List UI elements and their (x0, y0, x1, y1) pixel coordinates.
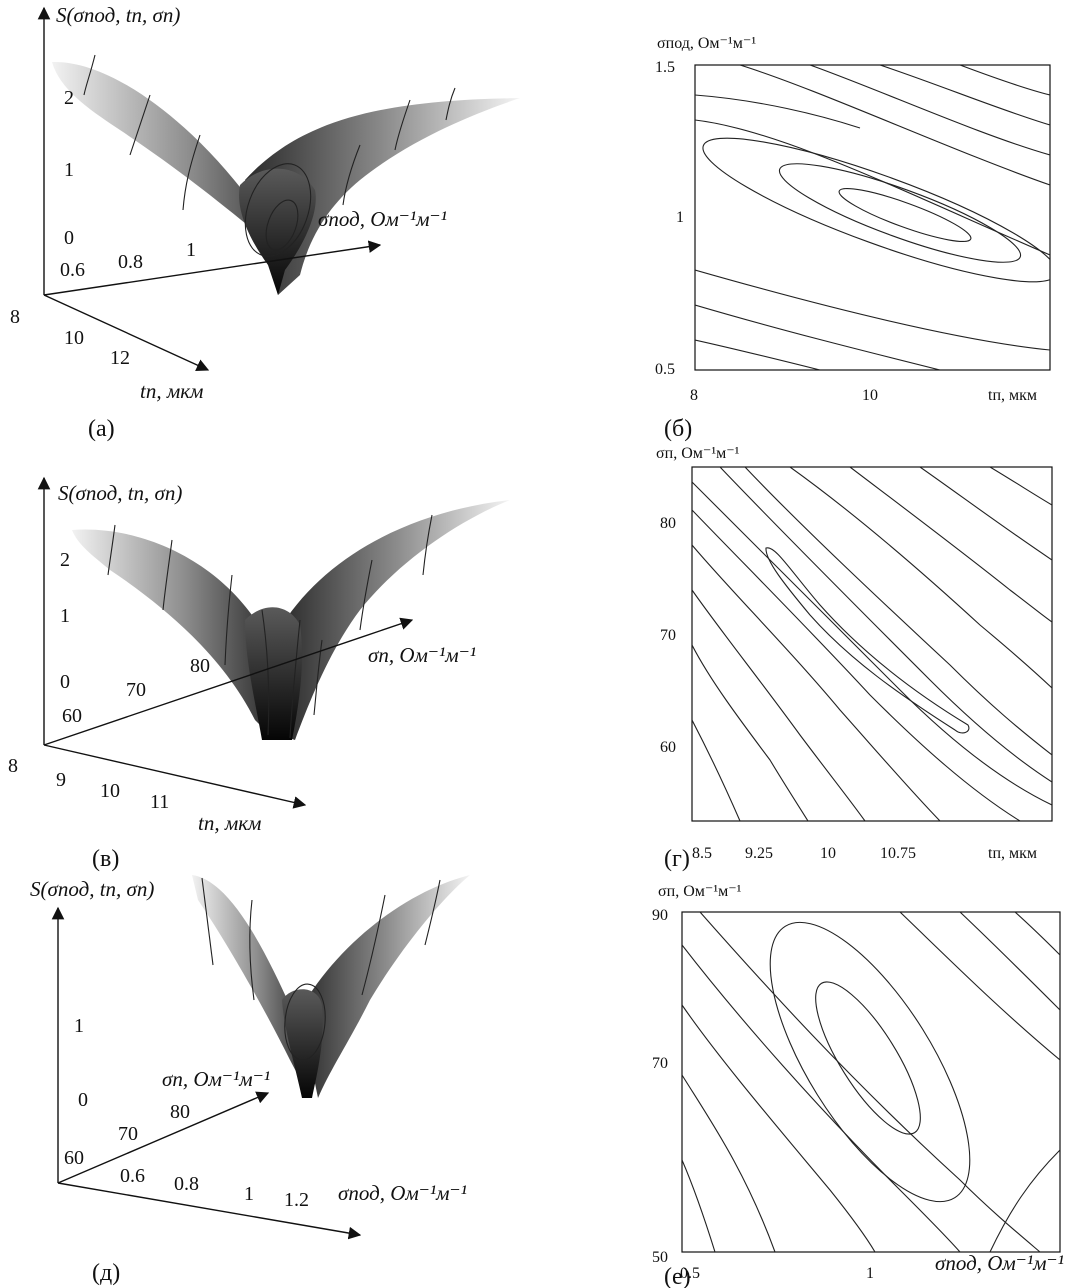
panel-b-contour: σпод, Ом⁻¹м⁻¹ 1.5 1 0.5 8 10 tп, мкм (б) (655, 35, 1051, 442)
surface-left-wing (192, 875, 310, 1098)
caption-b: (б) (664, 416, 692, 442)
x-tick: 0.8 (118, 251, 143, 273)
y-tick: 50 (652, 1249, 668, 1266)
y-axis-label: tп, мкм (198, 811, 261, 835)
x-tick: 0.5 (680, 1265, 700, 1282)
axis-x (43, 617, 414, 746)
surface-contour-lines (201, 877, 441, 1061)
z-axis-label: S(σпод, tп, σп) (30, 877, 154, 901)
axis-y (43, 744, 307, 809)
y-tick: 9 (56, 769, 66, 791)
surface-contour-lines (83, 54, 456, 257)
surface-left-wing (52, 61, 300, 276)
x-axis-label: σпод, Ом⁻¹м⁻¹ (338, 1181, 467, 1205)
y-tick: 10 (64, 327, 84, 349)
y-tick: 80 (660, 515, 676, 532)
caption-e: (е) (664, 1264, 691, 1288)
axis-x (43, 240, 382, 296)
x-axis-label: tп, мкм (988, 845, 1037, 862)
y-tick: 60 (64, 1147, 84, 1169)
y-tick: 8 (8, 755, 18, 777)
x-axis-label: tп, мкм (988, 387, 1037, 404)
x-tick: 1.2 (284, 1189, 309, 1211)
panel-e-contour: σп, Ом⁻¹м⁻¹ 90 70 50 0.5 1 σпод, Ом⁻¹м⁻¹… (652, 883, 1064, 1288)
x-tick: 10.75 (880, 845, 916, 862)
x-tick: 60 (62, 705, 82, 727)
surface-valley (239, 168, 316, 295)
panel-g-contour: σп, Ом⁻¹м⁻¹ 80 70 60 8.5 9.25 10 10.75 t… (656, 445, 1053, 872)
plot-frame (694, 64, 1051, 371)
axis-x (57, 1182, 362, 1240)
x-tick: 9.25 (745, 845, 773, 862)
y-tick: 1.5 (655, 59, 675, 76)
y-axis-label: σп, Ом⁻¹м⁻¹ (162, 1067, 270, 1091)
panel-a-surface: S(σпод, tп, σп) 2 1 0 0.6 0.8 1 σпод, Ом… (10, 3, 520, 442)
panel-v-surface: S(σпод, tп, σп) 2 1 0 60 70 80 σп, Ом⁻¹м… (8, 476, 510, 872)
y-tick: 80 (170, 1101, 190, 1123)
x-axis-label: σпод, Ом⁻¹м⁻¹ (318, 207, 447, 231)
surface-right-wing (245, 98, 520, 295)
panel-d-surface: S(σпод, tп, σп) 1 0 60 70 80 σп, Ом⁻¹м⁻¹… (30, 875, 470, 1286)
z-tick: 0 (64, 227, 74, 249)
z-tick: 2 (60, 549, 70, 571)
y-tick: 8 (10, 306, 20, 328)
caption-v: (в) (92, 846, 119, 872)
x-tick: 1 (244, 1183, 254, 1205)
z-tick: 2 (64, 87, 74, 109)
y-tick: 1 (676, 209, 684, 226)
y-axis-label: σпод, Ом⁻¹м⁻¹ (657, 35, 756, 52)
surface-left-wing (72, 529, 275, 740)
surface-right-wing (280, 500, 510, 740)
y-tick: 70 (118, 1123, 138, 1145)
contour-lines (692, 467, 1052, 821)
y-tick: 70 (660, 627, 676, 644)
x-axis-label: σпод, Ом⁻¹м⁻¹ (935, 1251, 1064, 1275)
axis-y (57, 1091, 270, 1184)
surface-right-wing (300, 875, 470, 1098)
y-tick: 10 (100, 780, 120, 802)
z-axis-label: S(σпод, tп, σп) (58, 481, 182, 505)
surface-valley (245, 607, 303, 740)
y-tick: 90 (652, 907, 668, 924)
y-axis-label: tп, мкм (140, 379, 203, 403)
caption-g: (г) (664, 846, 690, 872)
x-tick: 10 (862, 387, 878, 404)
contour-lines (682, 912, 1060, 1252)
y-axis-label: σп, Ом⁻¹м⁻¹ (656, 445, 740, 462)
y-tick: 70 (652, 1055, 668, 1072)
y-tick: 60 (660, 739, 676, 756)
surface-contour-lines (107, 514, 433, 739)
caption-d: (д) (92, 1260, 120, 1286)
z-tick: 0 (78, 1089, 88, 1111)
z-tick: 1 (64, 159, 74, 181)
caption-a: (а) (88, 416, 115, 442)
x-tick: 0.8 (174, 1173, 199, 1195)
y-axis-label: σп, Ом⁻¹м⁻¹ (658, 883, 742, 900)
z-tick: 1 (74, 1015, 84, 1037)
x-tick: 10 (820, 845, 836, 862)
x-tick: 70 (126, 679, 146, 701)
z-axis-label: S(σпод, tп, σп) (56, 3, 180, 27)
surface-valley (282, 989, 323, 1098)
x-tick: 1 (186, 239, 196, 261)
x-tick: 80 (190, 655, 210, 677)
x-tick: 8 (690, 387, 698, 404)
x-tick: 8.5 (692, 845, 712, 862)
x-tick: 1 (866, 1265, 874, 1282)
x-axis-label: σп, Ом⁻¹м⁻¹ (368, 643, 476, 667)
plot-frame (681, 911, 1061, 1253)
x-tick: 0.6 (120, 1165, 145, 1187)
axis-y (43, 294, 210, 372)
z-tick: 1 (60, 605, 70, 627)
contour-lines (695, 65, 1050, 370)
y-tick: 0.5 (655, 361, 675, 378)
z-tick: 0 (60, 671, 70, 693)
x-tick: 0.6 (60, 259, 85, 281)
y-tick: 11 (150, 791, 169, 813)
y-tick: 12 (110, 347, 130, 369)
plot-frame (691, 466, 1053, 822)
